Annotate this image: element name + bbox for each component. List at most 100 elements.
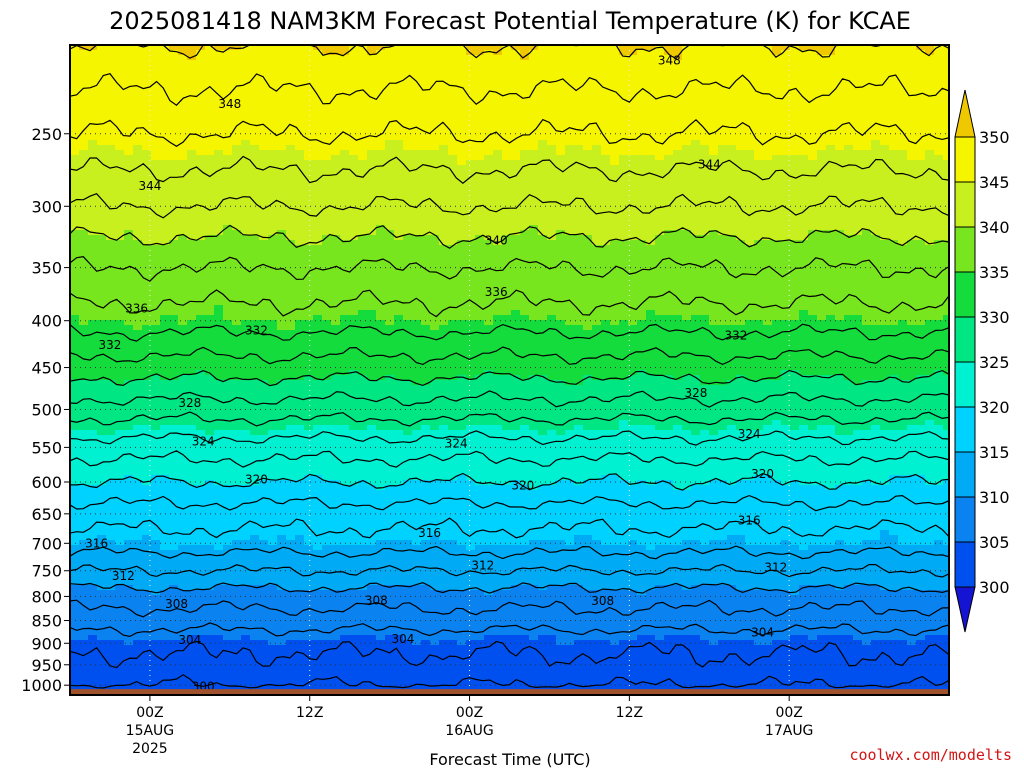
fill-cell (934, 275, 944, 281)
fill-cell (196, 255, 206, 261)
fill-cell (520, 250, 530, 256)
fill-cell (367, 60, 377, 66)
fill-cell (511, 125, 521, 131)
fill-cell (727, 105, 737, 111)
fill-cell (421, 220, 431, 226)
fill-cell (241, 45, 251, 51)
fill-cell (790, 275, 800, 281)
fill-cell (358, 175, 368, 181)
fill-cell (97, 180, 107, 186)
fill-cell (601, 190, 611, 196)
fill-cell (538, 105, 548, 111)
fill-cell (817, 230, 827, 236)
fill-cell (79, 115, 89, 121)
fill-cell (646, 95, 656, 101)
fill-cell (133, 100, 143, 106)
fill-cell (250, 190, 260, 196)
fill-cell (835, 45, 845, 51)
fill-cell (511, 260, 521, 266)
fill-cell (925, 255, 935, 261)
fill-cell (637, 70, 647, 76)
fill-cell (871, 230, 881, 236)
fill-cell (772, 100, 782, 106)
fill-cell (205, 235, 215, 241)
fill-cell (754, 210, 764, 216)
fill-cell (466, 45, 476, 51)
fill-cell (691, 105, 701, 111)
fill-cell (205, 120, 215, 126)
fill-cell (853, 270, 863, 276)
fill-cell (826, 270, 836, 276)
fill-cell (853, 220, 863, 226)
fill-cell (637, 115, 647, 121)
fill-cell (178, 215, 188, 221)
fill-cell (799, 175, 809, 181)
fill-cell (898, 275, 908, 281)
fill-cell (529, 55, 539, 61)
fill-cell (520, 245, 530, 251)
fill-cell (457, 250, 467, 256)
fill-cell (565, 210, 575, 216)
fill-cell (394, 110, 404, 116)
fill-cell (871, 250, 881, 256)
fill-cell (565, 90, 575, 96)
fill-cell (79, 195, 89, 201)
fill-cell (547, 180, 557, 186)
fill-cell (322, 165, 332, 171)
fill-cell (511, 280, 521, 286)
fill-cell (196, 195, 206, 201)
fill-cell (97, 100, 107, 106)
fill-cell (376, 210, 386, 216)
fill-cell (592, 85, 602, 91)
fill-cell (709, 105, 719, 111)
fill-cell (484, 115, 494, 121)
fill-cell (286, 145, 296, 151)
fill-cell (745, 215, 755, 221)
fill-cell (421, 250, 431, 256)
fill-cell (619, 65, 629, 71)
fill-cell (421, 90, 431, 96)
fill-cell (700, 80, 710, 86)
fill-cell (421, 130, 431, 136)
fill-cell (907, 75, 917, 81)
fill-cell (115, 145, 125, 151)
fill-cell (817, 145, 827, 151)
fill-cell (925, 155, 935, 161)
fill-cell (160, 190, 170, 196)
fill-cell (520, 220, 530, 226)
fill-cell (709, 160, 719, 166)
fill-cell (880, 60, 890, 66)
fill-cell (718, 140, 728, 146)
fill-cell (745, 75, 755, 81)
fill-cell (331, 175, 341, 181)
fill-cell (97, 270, 107, 276)
fill-cell (664, 180, 674, 186)
fill-cell (259, 140, 269, 146)
fill-cell (394, 70, 404, 76)
fill-cell (808, 220, 818, 226)
fill-cell (232, 120, 242, 126)
fill-cell (403, 205, 413, 211)
fill-cell (925, 165, 935, 171)
fill-cell (637, 280, 647, 286)
fill-cell (160, 210, 170, 216)
fill-cell (529, 100, 539, 106)
fill-cell (430, 120, 440, 126)
fill-cell (700, 220, 710, 226)
fill-cell (781, 95, 791, 101)
fill-cell (826, 195, 836, 201)
fill-cell (745, 235, 755, 241)
fill-cell (700, 90, 710, 96)
fill-cell (448, 50, 458, 56)
fill-cell (340, 245, 350, 251)
fill-cell (646, 165, 656, 171)
fill-cell (457, 120, 467, 126)
fill-cell (79, 230, 89, 236)
fill-cell (592, 55, 602, 61)
fill-cell (781, 210, 791, 216)
fill-cell (448, 210, 458, 216)
fill-cell (349, 285, 359, 291)
fill-cell (412, 100, 422, 106)
fill-cell (358, 165, 368, 171)
fill-cell (943, 115, 949, 121)
